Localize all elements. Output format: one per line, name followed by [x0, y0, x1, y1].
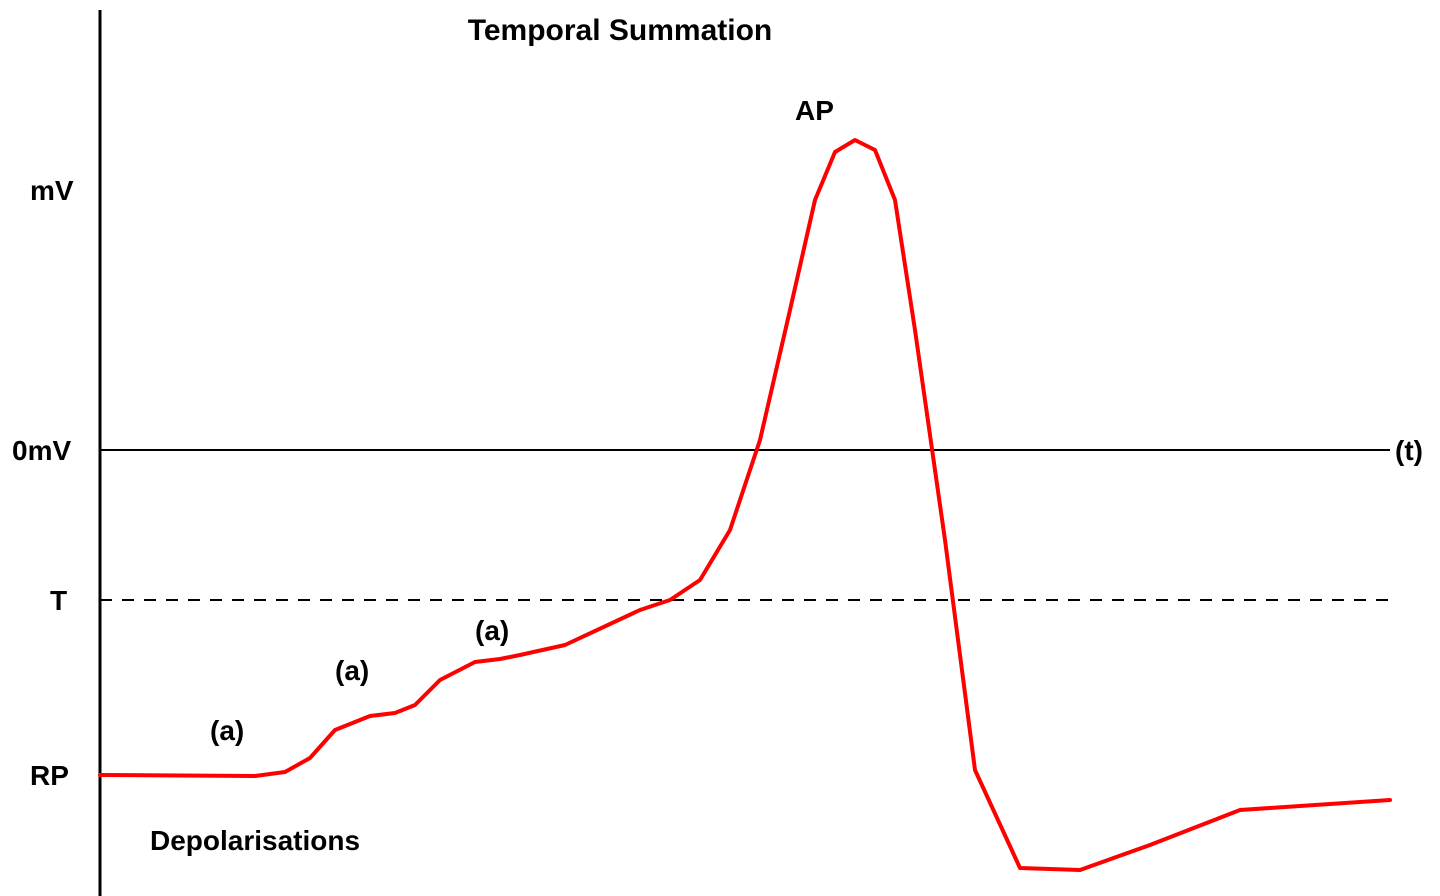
temporal-summation-chart: Temporal Summation mV 0mV T RP (t) AP (a) (a) (a)… — [0, 0, 1440, 896]
chart-background — [0, 0, 1440, 896]
annotation-a3: (a) — [475, 615, 509, 646]
y-label-RP: RP — [30, 760, 69, 791]
annotation-dep: Depolarisations — [150, 825, 360, 856]
y-label-0mV: 0mV — [12, 435, 71, 466]
chart-title: Temporal Summation — [468, 14, 772, 47]
y-label-T: T — [50, 585, 67, 616]
annotation-a1: (a) — [210, 715, 244, 746]
annotation-a2: (a) — [335, 655, 369, 686]
chart-svg: Temporal Summation mV 0mV T RP (t) AP (a) (a) (a)… — [0, 0, 1440, 896]
annotation-t: (t) — [1395, 435, 1423, 466]
annotation-AP: AP — [795, 95, 834, 126]
y-label-mV: mV — [30, 175, 74, 206]
